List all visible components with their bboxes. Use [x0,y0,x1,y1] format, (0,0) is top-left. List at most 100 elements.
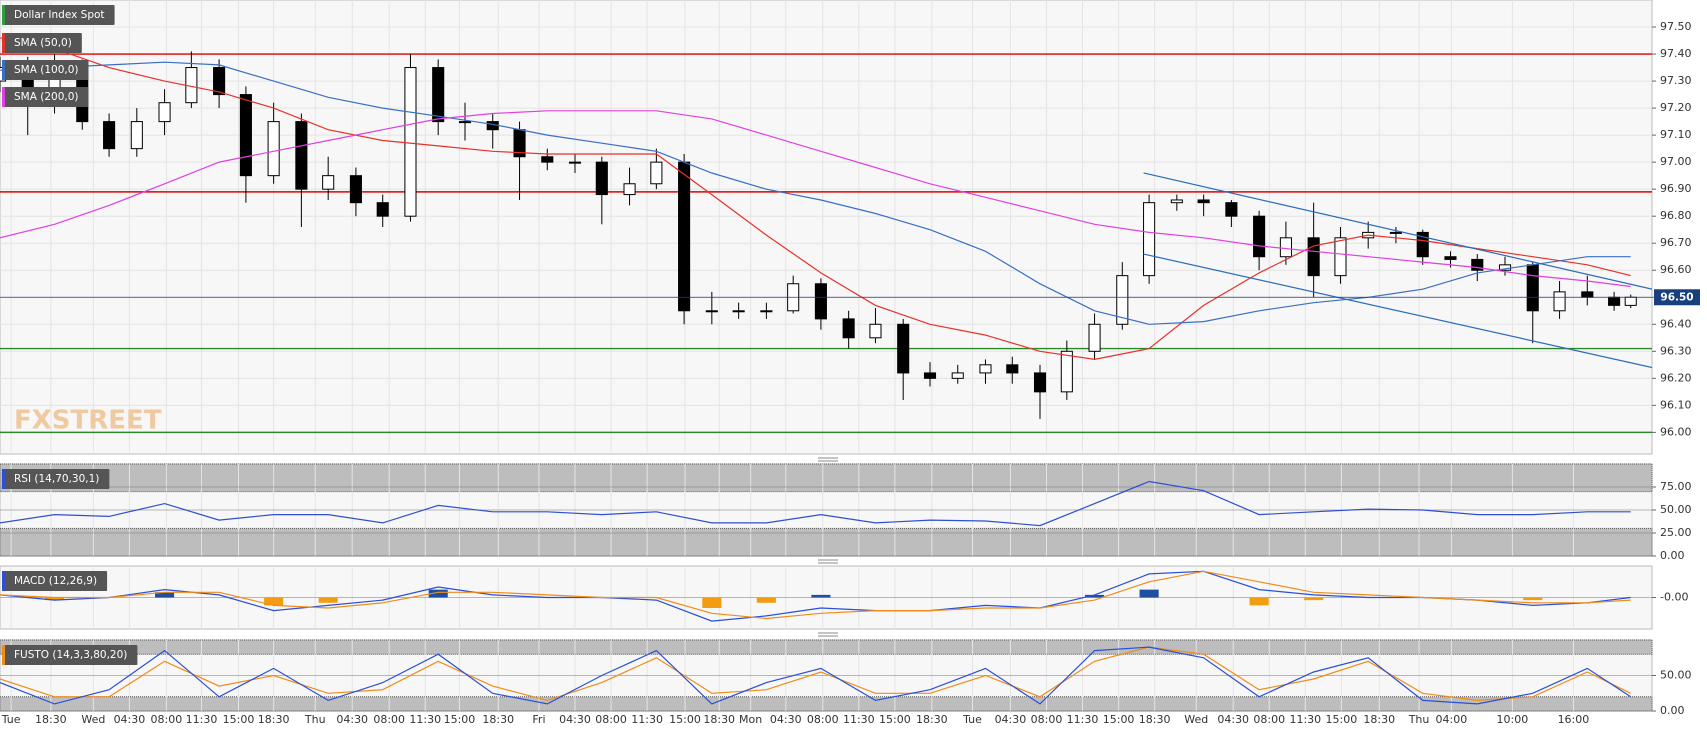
legend-box: MACD (12,26,9) [2,571,108,591]
candle-body [1170,199,1183,204]
x-tick-label: 18:30 [916,713,948,726]
candle-body [650,161,663,185]
y-tick-label: 96.70 [1660,236,1692,249]
candle-body [295,121,308,190]
histogram-bar [1304,597,1324,601]
legend-box-bg [2,33,82,53]
candle-body [376,202,389,217]
y-tick-label: 96.80 [1660,209,1692,222]
candle-body [1197,199,1210,204]
indicator-line [0,110,1631,288]
candle-body [1060,350,1073,393]
candle-body [1143,202,1156,277]
candle-body [213,67,226,96]
legend-label: SMA (100,0) [14,64,79,76]
x-tick-label: 15:00 [1103,713,1135,726]
trend-line [1143,253,1653,369]
candle-body [349,175,362,204]
x-tick-label: 15:00 [223,713,255,726]
legend-label: MACD (12,26,9) [14,575,97,587]
legend-label: Dollar Index Spot [14,9,105,21]
last-price-label: 96.50 [1660,291,1693,303]
y-tick-label: -0.00 [1660,591,1688,604]
band [0,696,1653,712]
candle-body [1444,256,1457,260]
legend-label: SMA (200,0) [14,91,79,103]
x-tick-label: 15:00 [444,713,476,726]
x-tick-label: 08:00 [807,713,839,726]
x-tick-label: 08:00 [151,713,183,726]
candle-body [623,183,636,196]
legend-label: SMA (50,0) [14,37,72,49]
legend-box-bg [2,645,138,665]
candle-body [1225,202,1238,217]
y-tick-label: 0.00 [1660,704,1685,717]
x-tick-label: 18:30 [1139,713,1171,726]
indicator-line [0,646,1632,705]
candle-body [595,161,608,196]
x-tick-label: 04:30 [114,713,146,726]
trend-line [1143,172,1653,290]
x-tick-label: 11:30 [409,713,441,726]
y-tick-label: 96.60 [1660,263,1692,276]
x-tick-label: 08:00 [595,713,627,726]
candle-body [404,67,417,217]
candle-body [1624,296,1637,306]
y-tick-label: 97.10 [1660,128,1692,141]
legend-box: SMA (50,0) [2,33,82,53]
x-tick-label: 15:00 [1326,713,1358,726]
candle-body [678,161,691,312]
band [0,463,1653,493]
y-tick-label: 75.00 [1660,480,1692,493]
panel-handles [818,457,838,637]
legend-swatch [2,33,5,53]
histogram-bar [702,597,722,608]
y-tick-label: 96.30 [1660,344,1692,357]
histogram-bar [1085,594,1105,598]
legend-swatch [2,5,5,25]
x-tick-label: Tue [1,713,21,726]
candle-body [1116,275,1129,325]
legend-swatch [2,645,5,665]
y-tick-label: 97.40 [1660,47,1692,60]
x-tick-label: 16:00 [1558,713,1590,726]
x-tick-label: 18:30 [35,713,67,726]
x-tick-label: 08:00 [1031,713,1063,726]
y-tick-label: 96.10 [1660,398,1692,411]
legend-box: SMA (100,0) [2,60,89,80]
y-tick-label: 96.40 [1660,317,1692,330]
y-tick-label: 50.00 [1660,669,1692,682]
candle-body [951,372,964,379]
histogram-bar [811,594,831,598]
histogram-bar [428,589,448,598]
candle-body [732,310,745,313]
band [0,527,1653,557]
y-tick-label: 25.00 [1660,526,1692,539]
histogram-bar [318,597,338,603]
histogram-bar [44,597,65,601]
legend-swatch [2,87,5,107]
x-tick-label: 18:30 [258,713,290,726]
x-tick-label: 18:30 [482,713,514,726]
watermark: FXSTREET [14,406,162,436]
x-tick-label: Wed [1184,713,1208,726]
candle-body [897,323,910,374]
band [0,639,1653,655]
legend-box-bg [2,87,89,107]
candle-body [705,310,718,313]
candle-body [869,323,882,339]
candle-body [1088,323,1101,352]
panel-background [0,0,1653,455]
indicator-line [0,37,1631,361]
candle-body [1581,291,1594,298]
candle-body [1416,231,1429,258]
x-tick-label: 08:00 [1253,713,1285,726]
candle-body [1334,237,1347,277]
histogram-bar [1139,589,1159,598]
candle-body [1389,231,1402,234]
histogram-bar [264,597,284,606]
x-tick-label: 04:30 [336,713,368,726]
histogram-bar [756,597,776,603]
candle-body [267,121,280,177]
y-tick-label: 96.00 [1660,425,1692,438]
